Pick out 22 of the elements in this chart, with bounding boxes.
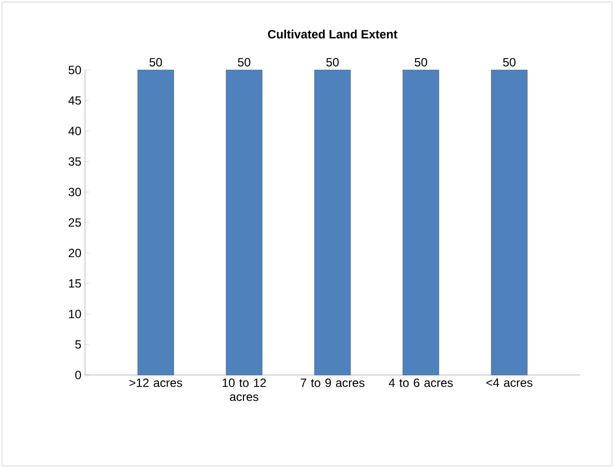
y-tick-label: 25 <box>68 218 81 227</box>
data-label: 50 <box>414 58 428 66</box>
data-label: 50 <box>150 58 162 66</box>
y-tick-label: 35 <box>68 157 81 166</box>
y-tick-label: 10 <box>69 310 82 318</box>
chart-title: Cultivated Land Extent <box>268 30 398 38</box>
data-label: 50 <box>503 58 516 66</box>
x-tick-label: <4 acres <box>486 378 532 387</box>
data-label: 50 <box>238 58 250 66</box>
y-tick-label: 40 <box>68 126 82 136</box>
x-tick-label: 10 to 12 acres <box>222 378 266 402</box>
y-tick-label: 0 <box>75 370 82 380</box>
x-tick-label: >12 acres <box>129 378 182 388</box>
x-tick-label: 4 to 6 acres <box>388 378 453 388</box>
y-tick-label: 20 <box>68 248 82 258</box>
y-tick-label: 5 <box>75 340 81 349</box>
data-label: 50 <box>326 58 339 66</box>
y-tick-label: 50 <box>68 66 82 74</box>
y-tick-label: 45 <box>68 96 81 105</box>
y-tick-label: 15 <box>69 279 81 288</box>
x-tick-label: 7 to 9 acres <box>300 378 364 388</box>
y-tick-label: 30 <box>68 188 82 196</box>
